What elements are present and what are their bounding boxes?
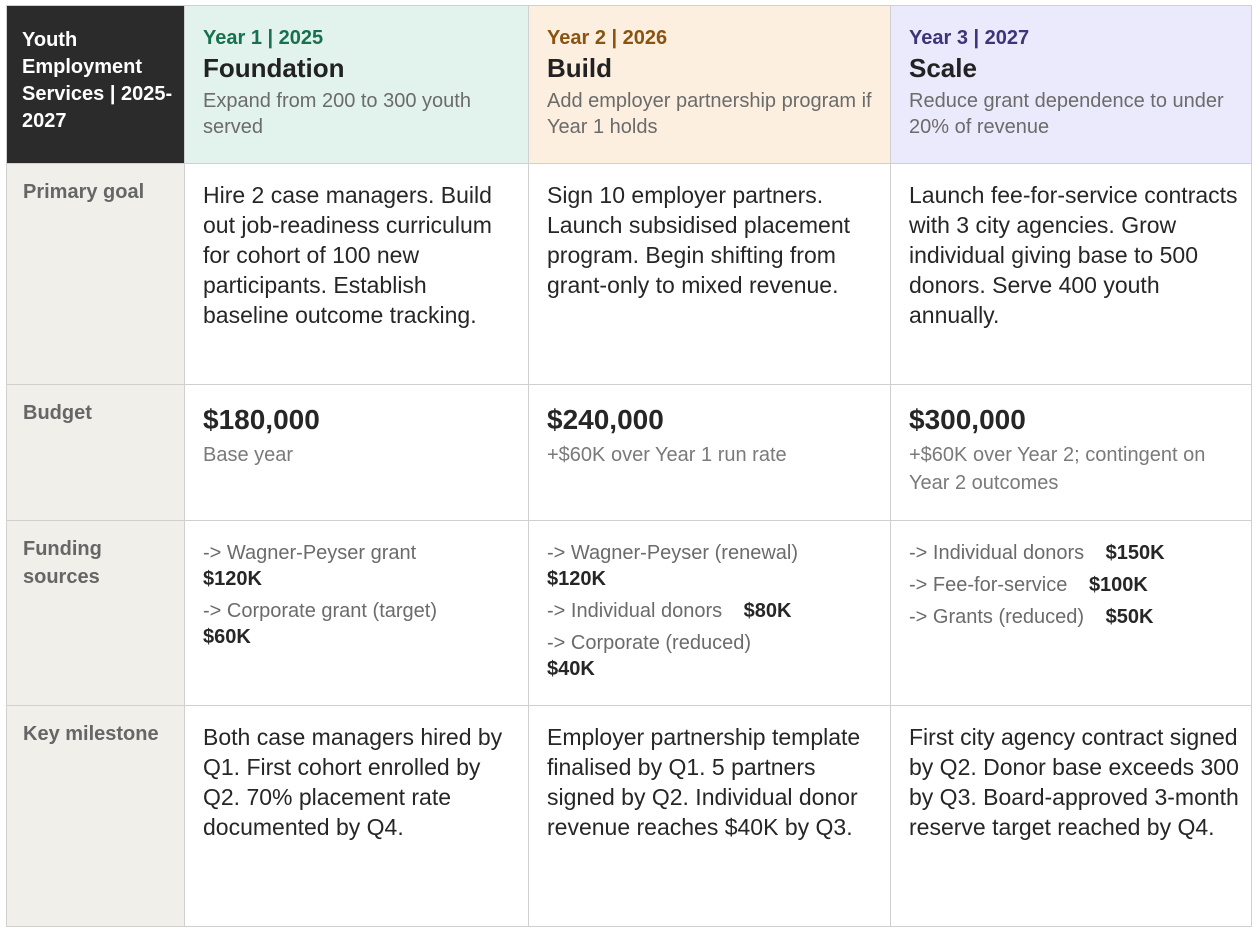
funding-item: -> Individual donors $150K — [909, 539, 1241, 567]
funding-item: -> Grants (reduced) $50K — [909, 603, 1241, 631]
funding-source-label: -> Individual donors — [547, 600, 723, 622]
funding-item: -> Individual donors $80K — [547, 597, 880, 625]
budget-year-2: $240,000 +$60K over Year 1 run rate — [529, 385, 891, 521]
milestone-year-2: Employer partnership template finalised … — [529, 706, 891, 927]
funding-amount: $40K — [547, 658, 595, 680]
row-label-key-milestone: Key milestone — [7, 706, 185, 927]
funding-amount: $50K — [1105, 606, 1154, 628]
row-label-budget: Budget — [7, 385, 185, 521]
funding-amount: $120K — [203, 568, 262, 590]
funding-amount: $80K — [743, 600, 792, 622]
year-3-subtitle: Reduce grant dependence to under 20% of … — [909, 90, 1224, 138]
year-3-header: Year 3 | 2027 Scale Reduce grant depende… — [891, 6, 1252, 164]
funding-year-2: -> Wagner-Peyser (renewal) $120K -> Indi… — [529, 521, 891, 706]
budget-amount: $240,000 — [547, 404, 664, 435]
funding-source-label: -> Wagner-Peyser grant — [203, 542, 417, 564]
milestone-year-1: Both case managers hired by Q1. First co… — [185, 706, 529, 927]
year-1-subtitle: Expand from 200 to 300 youth served — [203, 90, 471, 138]
funding-amount: $120K — [547, 568, 606, 590]
table-title: Youth Employment Services | 2025-2027 — [7, 6, 185, 164]
year-1-label: Year 1 | 2025 — [203, 27, 324, 49]
budget-year-1: $180,000 Base year — [185, 385, 529, 521]
funding-source-label: -> Individual donors — [909, 542, 1085, 564]
funding-source-label: -> Grants (reduced) — [909, 606, 1085, 628]
primary-goal-year-2: Sign 10 employer partners. Launch subsid… — [529, 164, 891, 385]
funding-amount: $150K — [1105, 542, 1165, 564]
primary-goal-year-1: Hire 2 case managers. Build out job-read… — [185, 164, 529, 385]
year-3-label: Year 3 | 2027 — [909, 27, 1030, 49]
funding-year-3: -> Individual donors $150K -> Fee-for-se… — [891, 521, 1252, 706]
funding-item: -> Corporate (reduced) $40K — [547, 629, 880, 683]
year-1-title: Foundation — [203, 53, 345, 83]
funding-source-label: -> Corporate (reduced) — [547, 632, 751, 654]
funding-source-label: -> Corporate grant (target) — [203, 600, 437, 622]
budget-amount: $300,000 — [909, 404, 1026, 435]
milestone-year-3: First city agency contract signed by Q2.… — [891, 706, 1252, 927]
year-2-subtitle: Add employer partnership program if Year… — [547, 90, 872, 138]
row-label-primary-goal: Primary goal — [7, 164, 185, 385]
funding-year-1: -> Wagner-Peyser grant $120K -> Corporat… — [185, 521, 529, 706]
funding-item: -> Fee-for-service $100K — [909, 571, 1241, 599]
year-3-title: Scale — [909, 53, 977, 83]
budget-note: Base year — [203, 444, 294, 466]
budget-note: +$60K over Year 1 run rate — [547, 444, 787, 466]
funding-amount: $100K — [1088, 574, 1148, 596]
year-1-header: Year 1 | 2025 Foundation Expand from 200… — [185, 6, 529, 164]
budget-note: +$60K over Year 2; contingent on Year 2 … — [909, 444, 1206, 494]
year-2-label: Year 2 | 2026 — [547, 27, 668, 49]
year-2-title: Build — [547, 53, 612, 83]
funding-item: -> Wagner-Peyser grant $120K — [203, 539, 518, 593]
year-2-header: Year 2 | 2026 Build Add employer partner… — [529, 6, 891, 164]
strategy-table: Youth Employment Services | 2025-2027 Ye… — [6, 5, 1252, 927]
funding-amount: $60K — [203, 626, 251, 648]
funding-item: -> Corporate grant (target) $60K — [203, 597, 518, 651]
primary-goal-year-3: Launch fee-for-service contracts with 3 … — [891, 164, 1252, 385]
row-label-funding-sources: Funding sources — [7, 521, 185, 706]
budget-amount: $180,000 — [203, 404, 320, 435]
funding-source-label: -> Fee-for-service — [909, 574, 1068, 596]
budget-year-3: $300,000 +$60K over Year 2; contingent o… — [891, 385, 1252, 521]
funding-source-label: -> Wagner-Peyser (renewal) — [547, 542, 799, 564]
funding-item: -> Wagner-Peyser (renewal) $120K — [547, 539, 880, 593]
